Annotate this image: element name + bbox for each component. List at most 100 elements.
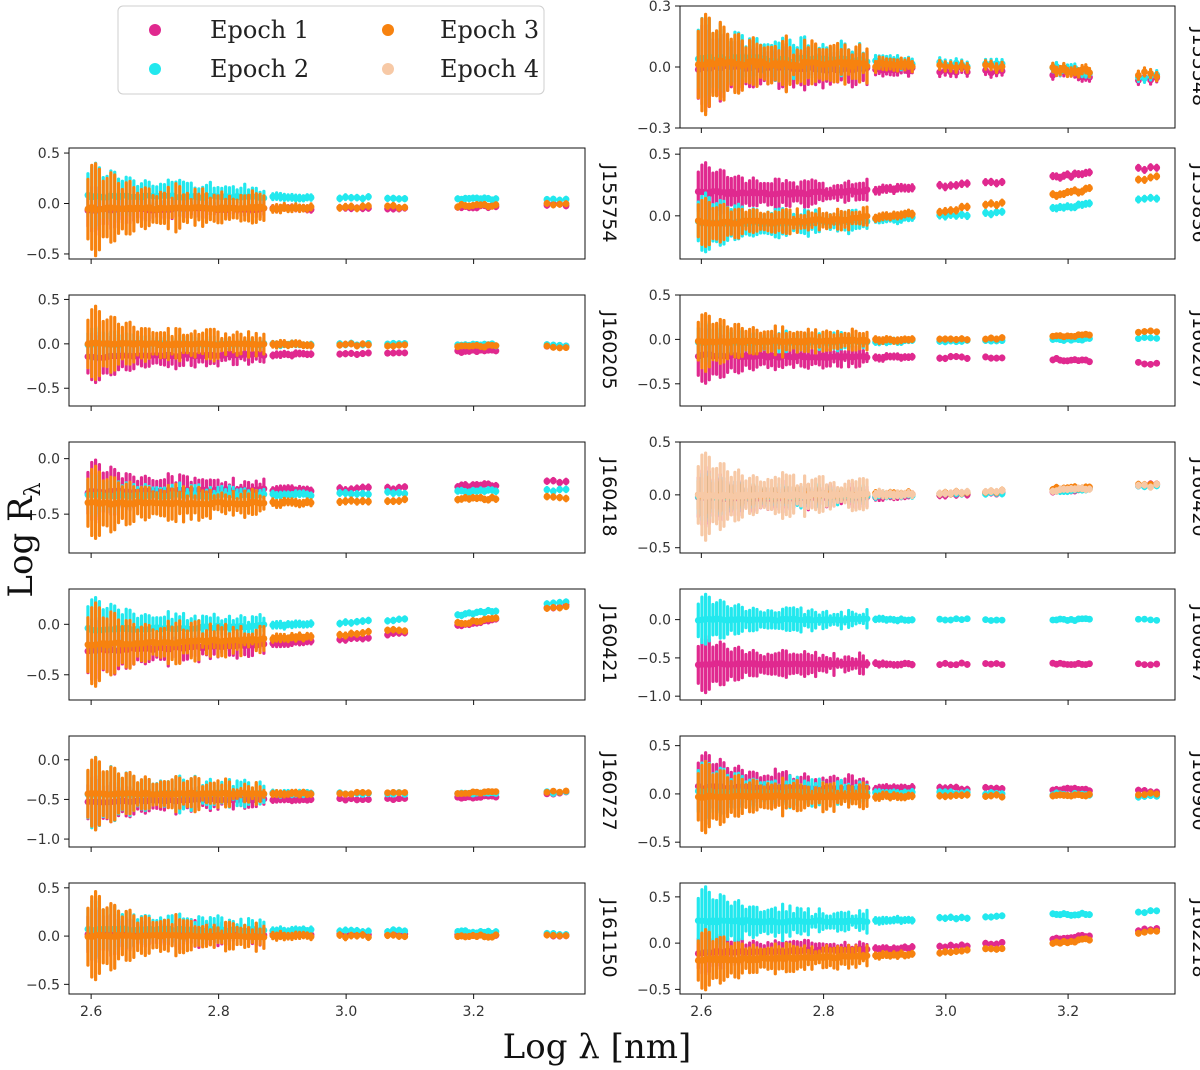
data-point [1134,481,1142,489]
series-epoch-3 [84,162,570,258]
series-epoch-3 [694,172,1161,249]
y-tick-label: −0.5 [637,377,671,393]
data-point [492,195,500,203]
data-point [993,64,1000,72]
y-tick-label: −0.5 [637,541,671,557]
data-point [845,58,853,66]
data-point [347,340,355,348]
data-point [1086,331,1093,339]
data-point [395,204,403,212]
data-point [863,186,871,194]
data-point [556,604,564,612]
data-point [1147,194,1155,202]
y-tick-label: −1.0 [637,689,671,705]
y-tick-label: 0.0 [38,197,60,213]
data-point [543,342,551,350]
data-point [1147,616,1155,624]
panel-name-label: J160420 [1188,457,1200,536]
data-point [389,342,397,350]
panel-marks [84,161,570,258]
data-point [963,212,971,220]
data-point [963,615,971,623]
data-point [365,202,372,210]
data-point [401,490,409,498]
data-point [998,661,1006,668]
data-point [353,484,361,492]
legend-label-epoch-4: Epoch 4 [440,55,539,83]
legend-marker-epoch-1 [149,24,161,36]
data-point [401,203,409,211]
data-point [1141,74,1148,82]
data-point [998,354,1006,362]
data-point [987,617,995,624]
data-point [936,354,944,362]
data-point [395,795,403,803]
data-point [1134,328,1142,336]
data-point [336,350,344,358]
data-point [359,195,367,202]
data-point [1060,64,1068,71]
data-point [359,490,367,498]
data-point [863,660,871,668]
data-point [1086,184,1093,192]
data-point [987,210,995,218]
data-point [353,618,361,626]
data-point [993,616,1000,624]
panel-marks [694,311,1161,385]
data-point [998,208,1006,216]
y-tick-label: −0.5 [26,507,60,523]
data-point [982,616,989,624]
data-point [336,620,344,627]
data-point [549,604,557,611]
data-point [562,603,570,610]
data-point [492,614,500,622]
data-point [908,353,916,361]
y-tick-label: 0.3 [649,0,671,15]
data-point [307,492,315,500]
data-point [1141,166,1148,174]
data-point [365,490,372,498]
data-point [353,342,361,350]
data-point [963,355,971,362]
data-point [395,497,403,505]
data-point [936,181,944,189]
data-point [347,349,355,357]
data-point [941,659,949,667]
data-point [936,68,944,76]
data-point [336,195,344,202]
data-point [1141,176,1148,184]
data-point [492,342,500,350]
panels: −0.3 0.0 0.3 J155548 −0.5 0.0 0.5 J155754 0.0 0.5… [26,0,1200,1020]
data-point [549,195,557,203]
data-point [982,61,989,69]
data-point [359,202,367,210]
data-point [307,203,315,211]
data-point [941,183,949,191]
data-point [1153,480,1161,488]
data-point [342,340,349,348]
data-point [1134,196,1142,203]
data-point [908,491,916,498]
data-point [336,489,344,497]
series-epoch-3 [694,311,1161,373]
data-point [347,634,355,642]
data-point [1134,358,1142,366]
data-point [359,484,367,491]
data-point [556,598,564,606]
data-point [958,335,966,343]
data-point [1141,334,1148,341]
data-point [359,497,367,505]
data-point [336,204,344,212]
data-point [543,199,551,207]
data-point [1134,164,1142,172]
data-point [556,344,564,352]
data-point [1153,73,1161,81]
data-point [958,203,966,211]
data-point [353,351,361,358]
data-point [336,636,344,643]
data-point [342,796,349,804]
data-point [958,489,966,497]
data-point [365,498,372,505]
data-point [947,207,955,214]
data-point [365,484,372,491]
